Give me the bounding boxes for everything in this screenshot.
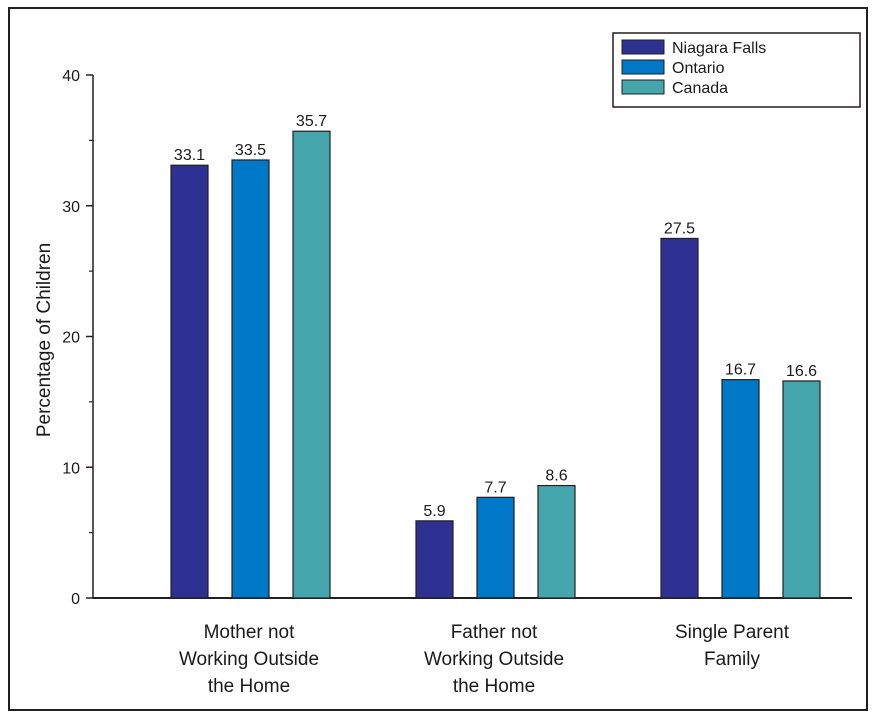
bar-value-label: 16.6 — [786, 363, 817, 380]
bar-value-label: 8.6 — [545, 468, 567, 485]
legend-label: Niagara Falls — [672, 40, 766, 57]
bar-canada — [292, 130, 331, 599]
legend-label: Canada — [672, 80, 728, 97]
bar-value-label: 33.1 — [174, 147, 205, 164]
x-category-label: Mother not Working Outside the Home — [179, 622, 319, 697]
legend-swatch — [621, 59, 665, 75]
y-axis-title: Percentage of Children — [34, 243, 55, 437]
bar-value-label: 16.7 — [725, 362, 756, 379]
bar-ontario — [476, 496, 515, 599]
legend-swatch — [621, 79, 665, 95]
bar-canada — [537, 484, 576, 599]
y-tick-label: 10 — [62, 460, 80, 477]
legend-label: Ontario — [672, 60, 725, 77]
bar-value-label: 7.7 — [484, 479, 506, 496]
y-tick-label: 30 — [62, 199, 80, 216]
bar-value-label: 33.5 — [235, 142, 266, 159]
x-category-label: Father not Working Outside the Home — [424, 622, 564, 697]
x-axis-labels: Mother not Working Outside the Home Father … — [179, 622, 790, 697]
bar-niagara-falls — [170, 164, 209, 599]
x-category-label: Single Parent Family — [675, 622, 790, 670]
y-tick-label: 40 — [62, 68, 80, 85]
legend: Niagara Falls Ontario Canada — [612, 32, 861, 108]
bar-value-label: 5.9 — [423, 503, 445, 520]
legend-swatch — [621, 39, 665, 55]
bar-value-label: 35.7 — [296, 113, 327, 130]
bar-niagara-falls — [660, 237, 699, 599]
y-tick-label: 20 — [62, 330, 80, 347]
bar-ontario — [231, 159, 270, 599]
bar-value-label: 27.5 — [664, 220, 695, 237]
bar-canada — [782, 380, 821, 599]
bars-group: 33.1 5.9 27.5 33.5 7.7 16.7 35.7 8.6 16.6 — [170, 113, 821, 599]
bar-niagara-falls — [415, 520, 454, 599]
y-tick-label: 0 — [71, 591, 80, 608]
bar-ontario — [721, 379, 760, 599]
